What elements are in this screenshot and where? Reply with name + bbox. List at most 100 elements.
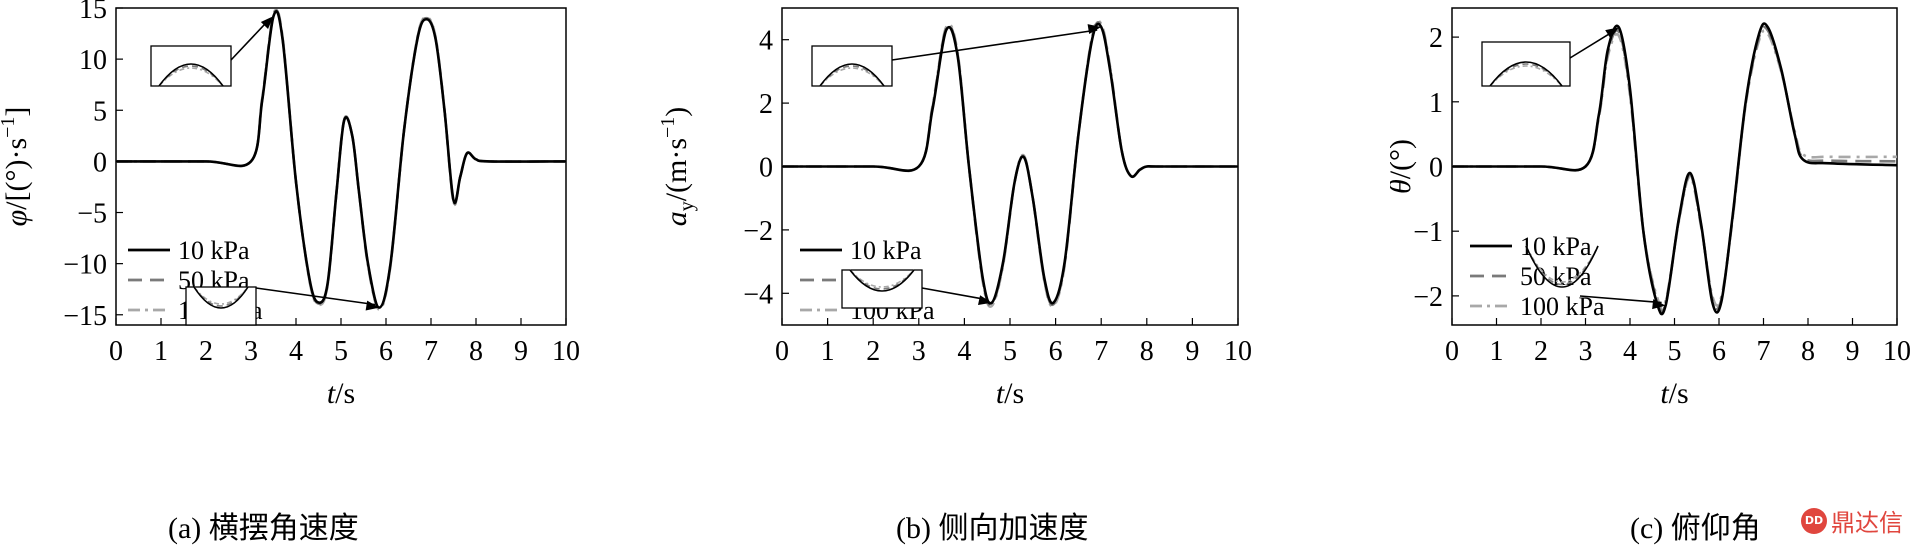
zoom-curve-c-2-3 (1525, 245, 1599, 283)
chart-panel-a: 0 1 2 3 4 5 6 7 8 9 10 −15 −10 −5 0 5 10 15 t/s φ/[(°)·s−1]… (0, 0, 580, 546)
x-tick-label-a: 10 (552, 336, 580, 367)
legend-label-b-1: 10 kPa (850, 236, 922, 265)
x-axis-label-b: t/s (996, 377, 1024, 410)
zoom-curve-c-2-1 (1525, 245, 1599, 288)
y-axis-label-sub-b: y (676, 201, 698, 211)
x-tick-label-a: 8 (469, 336, 483, 367)
y-axis-label-sup-a: −1 (0, 117, 19, 138)
x-tick-label-b: 5 (1003, 336, 1017, 367)
y-tick-label-b: 0 (759, 153, 773, 184)
y-tick-label-b: −4 (743, 279, 773, 310)
y-axis-label-unit-c: /(°) (1390, 139, 1417, 179)
y-tick-label-b: 4 (759, 26, 773, 57)
y-tick-label-a: 5 (93, 96, 107, 127)
zoom-curve-a-1-1 (158, 63, 224, 87)
x-tick-label-a: 1 (154, 336, 168, 367)
y-axis-label-unit-a: /[(°)·s (0, 138, 33, 210)
x-tick-label-c: 4 (1623, 336, 1637, 367)
x-axis-label-unit-c: /s (1669, 377, 1689, 410)
zoom-arrow-b-2 (921, 287, 988, 301)
x-tick-label-b: 10 (1224, 336, 1252, 367)
y-axis-label-unit-b: /(m·s (660, 138, 693, 201)
x-tick-label-c: 10 (1883, 336, 1911, 367)
x-tick-label-c: 3 (1579, 336, 1593, 367)
y-tick-label-a: 15 (79, 0, 107, 25)
y-axis-label-b: ay/(m·s−1) (660, 107, 698, 227)
x-tick-label-b: 9 (1185, 336, 1199, 367)
x-tick-label-a: 9 (514, 336, 528, 367)
zoom-arrow-c-1 (1569, 29, 1616, 59)
x-tick-label-c: 7 (1757, 336, 1771, 367)
chart-a-svg: 0 1 2 3 4 5 6 7 8 9 10−15−10−5051015t/sφ/[(°)·s−1]… (0, 0, 580, 410)
x-tick-label-b: 8 (1140, 336, 1154, 367)
x-tick-label-c: 1 (1490, 336, 1504, 367)
x-tick-label-a: 4 (289, 336, 303, 367)
series-line-b-1 (781, 22, 1238, 305)
x-tick-label-c: 8 (1801, 336, 1815, 367)
x-tick-label-a: 2 (199, 336, 213, 367)
zoom-curve-b-1-3 (819, 67, 885, 87)
zoom-curve-c-1-3 (1489, 65, 1563, 87)
zoom-arrow-a-1 (230, 18, 271, 61)
y-tick-label-a: −5 (77, 199, 107, 230)
y-tick-label-c: −1 (1413, 217, 1443, 248)
x-tick-label-c: 0 (1445, 336, 1459, 367)
x-tick-label-c: 6 (1712, 336, 1726, 367)
y-tick-label-a: 0 (93, 147, 107, 178)
x-tick-label-b: 3 (912, 336, 926, 367)
x-tick-label-c: 2 (1534, 336, 1548, 367)
x-tick-label-a: 5 (334, 336, 348, 367)
x-tick-label-b: 0 (775, 336, 789, 367)
y-tick-label-c: −2 (1413, 282, 1443, 313)
x-tick-label-b: 7 (1094, 336, 1108, 367)
x-axis-label-a: t/s (327, 377, 355, 410)
zoom-arrowhead-b-2 (978, 295, 992, 306)
zoom-arrowhead-b-1 (1087, 24, 1102, 34)
y-axis-label-a: φ/[(°)·s−1] (0, 107, 33, 227)
y-tick-label-a: 10 (79, 45, 107, 76)
caption-a: (a) 横摆角速度 (168, 512, 359, 545)
x-axis-label-unit-b: /s (1004, 377, 1024, 410)
y-tick-label-b: 2 (759, 89, 773, 120)
zoom-arrowhead-c-2 (1652, 299, 1666, 310)
y-tick-label-c: 1 (1429, 88, 1443, 119)
y-axis-label-tail-a: ] (0, 107, 33, 117)
x-tick-label-b: 6 (1049, 336, 1063, 367)
series-line-a-1 (115, 10, 567, 309)
x-axis-label-var-c: t (1660, 377, 1669, 410)
caption-c: (c) 俯仰角 (1630, 512, 1761, 545)
zoom-curve-b-2-3 (849, 269, 915, 288)
zoom-arrow-a-2 (255, 287, 376, 306)
y-axis-label-sup-b: −1 (660, 117, 679, 138)
zoom-arrowhead-c-1 (1605, 27, 1619, 39)
zoom-arrow-b-1 (891, 29, 1098, 61)
x-tick-label-b: 2 (866, 336, 880, 367)
watermark: DD 鼎达信 (1801, 503, 1903, 538)
y-axis-label-tail-b: ) (660, 107, 693, 117)
caption-b: (b) 侧向加速度 (896, 512, 1089, 545)
legend-label-a-1: 10 kPa (178, 236, 250, 265)
y-tick-label-a: −10 (63, 250, 107, 281)
x-tick-label-c: 5 (1668, 336, 1682, 367)
watermark-logo: DD (1801, 507, 1827, 534)
y-axis-label-var-a: φ (0, 210, 33, 227)
y-tick-label-c: 2 (1429, 23, 1443, 54)
zoom-curve-b-2-1 (849, 269, 915, 292)
x-axis-label-c: t/s (1660, 377, 1688, 410)
x-tick-label-b: 4 (957, 336, 971, 367)
y-axis-label-var-b: a (660, 211, 693, 226)
y-tick-label-c: 0 (1429, 153, 1443, 184)
x-tick-label-a: 6 (379, 336, 393, 367)
y-axis-label-var-c: θ (1390, 179, 1417, 194)
x-axis-label-var-b: t (996, 377, 1005, 410)
y-tick-label-b: −2 (743, 216, 773, 247)
zoom-curve-b-1-1 (819, 63, 885, 87)
series-line-c-1 (1451, 22, 1898, 316)
x-tick-label-a: 3 (244, 336, 258, 367)
watermark-label: 鼎达信 (1831, 509, 1903, 537)
zoom-arrow-c-2 (1579, 295, 1662, 304)
